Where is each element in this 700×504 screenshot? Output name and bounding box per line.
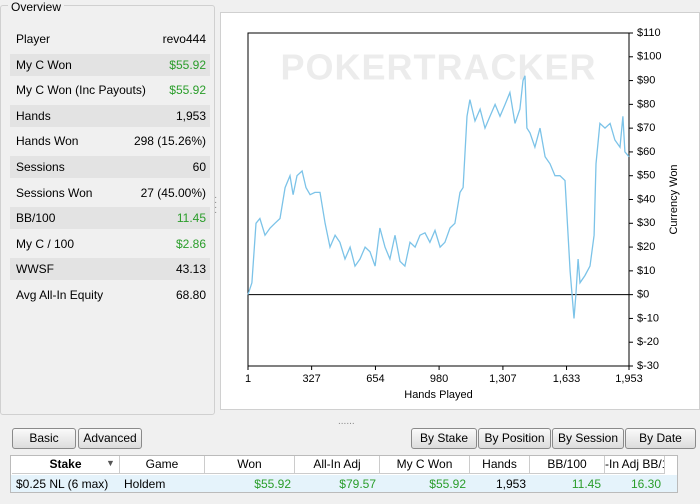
column-header[interactable]: -In Adj BB/1: [605, 456, 665, 474]
y-tick-label: $110: [637, 27, 661, 39]
y-tick-label: $60: [637, 146, 655, 158]
y-tick-label: $40: [637, 193, 655, 205]
table-row[interactable]: [11, 475, 677, 492]
overview-row: [10, 104, 210, 127]
table-cell: 16.30: [630, 477, 661, 491]
y-tick-label: $90: [637, 74, 655, 86]
stat-label: Player: [16, 32, 51, 46]
stat-label: My C Won: [16, 57, 72, 72]
column-header[interactable]: BB/100: [530, 456, 605, 474]
stat-label: Hands Won: [16, 134, 79, 149]
table-cell: $55.92: [429, 477, 466, 491]
tab-button[interactable]: By Date: [625, 428, 696, 449]
overview-row: [10, 207, 210, 230]
y-tick-label: $70: [637, 122, 655, 134]
overview-title: Overview: [8, 0, 65, 14]
stat-value: $2.86: [175, 236, 206, 251]
tab-button[interactable]: Advanced: [78, 428, 142, 449]
stat-label: My C / 100: [16, 236, 75, 251]
stat-value: 27 (45.00%): [140, 185, 206, 200]
y-tick-label: $20: [637, 241, 655, 253]
y-tick-label: $100: [637, 51, 661, 63]
tab-button[interactable]: By Stake: [411, 428, 477, 449]
tab-button[interactable]: Basic: [12, 428, 76, 449]
stat-value: $55.92: [169, 83, 206, 98]
overview-row: [10, 156, 210, 178]
y-tick-label: $0: [637, 289, 649, 301]
stat-value: 11.45: [176, 211, 206, 226]
column-header[interactable]: Hands: [470, 456, 530, 474]
overview-row: [10, 53, 210, 76]
y-tick-label: $50: [637, 170, 655, 182]
stat-label: Sessions: [16, 160, 65, 174]
column-header[interactable]: Game: [120, 456, 205, 474]
splitter: ......: [338, 416, 355, 427]
stat-value: $55.92: [169, 57, 206, 72]
x-tick-label: 980: [430, 373, 448, 385]
overview-panel: [0, 5, 215, 415]
x-axis-label: Hands Played: [404, 389, 473, 401]
tab-button[interactable]: By Session: [552, 428, 624, 449]
stat-label: Avg All-In Equity: [16, 288, 104, 302]
table-cell: $79.57: [339, 477, 376, 491]
stat-value: 68.80: [175, 288, 206, 302]
stat-value: 1,953: [175, 108, 206, 123]
column-header[interactable]: All-In Adj: [295, 456, 380, 474]
y-tick-label: $10: [637, 265, 655, 277]
table-cell: $55.92: [254, 477, 291, 491]
stat-value: 298 (15.26%): [133, 134, 206, 149]
column-header[interactable]: Won: [205, 456, 295, 474]
table-cell: $0.25 NL (6 max): [16, 477, 109, 491]
stat-label: WWSF: [16, 262, 54, 277]
overview-row: [10, 258, 210, 281]
y-tick-label: $-10: [637, 312, 659, 324]
y-tick-label: $30: [637, 217, 655, 229]
data-line: [247, 75, 630, 319]
table-cell: 1,953: [495, 477, 526, 491]
x-tick-label: 1,633: [553, 373, 581, 385]
watermark: POKERTRACKER: [280, 47, 596, 88]
column-header[interactable]: Stake: [12, 456, 120, 474]
stat-value: 60: [192, 160, 206, 174]
table-cell: Holdem: [124, 477, 166, 491]
x-tick-label: 654: [366, 373, 384, 385]
splitter: · · · ·: [214, 192, 218, 218]
tab-button[interactable]: By Position: [478, 428, 551, 449]
stat-label: Hands: [16, 108, 51, 123]
x-tick-label: 1: [245, 373, 251, 385]
y-tick-label: $-30: [637, 360, 659, 372]
stat-label: BB/100: [16, 211, 56, 226]
stat-label: My C Won (Inc Payouts): [16, 83, 146, 98]
column-header[interactable]: My C Won: [380, 456, 470, 474]
x-tick-label: 1,953: [615, 373, 643, 385]
table-cell: 11.45: [571, 477, 601, 491]
y-tick-label: $-20: [637, 336, 659, 348]
stat-label: Sessions Won: [16, 185, 93, 200]
x-tick-label: 1,307: [489, 373, 517, 385]
chart-panel: [220, 12, 700, 410]
y-axis-label: Currency Won: [668, 164, 680, 234]
x-tick-label: 327: [302, 373, 320, 385]
stat-value: revo444: [162, 32, 206, 46]
sort-arrow: ▼: [106, 458, 115, 468]
y-tick-label: $80: [637, 98, 655, 110]
stat-value: 43.13: [175, 262, 206, 277]
